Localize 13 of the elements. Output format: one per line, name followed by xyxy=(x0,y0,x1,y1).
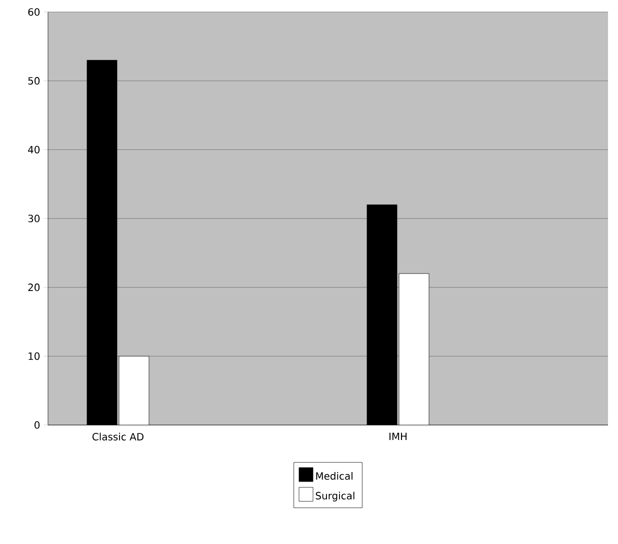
x-tick-label: IMH xyxy=(389,432,407,440)
y-tick-label: 10 xyxy=(28,352,40,360)
y-tick-label: 50 xyxy=(28,77,40,85)
bar xyxy=(118,356,149,425)
x-tick-label: Classic AD xyxy=(92,432,144,440)
legend-label: Surgical xyxy=(316,492,354,502)
y-tick-label: 0 xyxy=(34,421,40,429)
legend-label: Medical xyxy=(316,472,352,480)
y-tick-label: 30 xyxy=(28,214,40,222)
y-tick-label: 40 xyxy=(28,146,40,154)
y-tick-label: 60 xyxy=(28,8,40,16)
y-tick-label: 20 xyxy=(28,284,40,292)
bar xyxy=(398,273,430,425)
